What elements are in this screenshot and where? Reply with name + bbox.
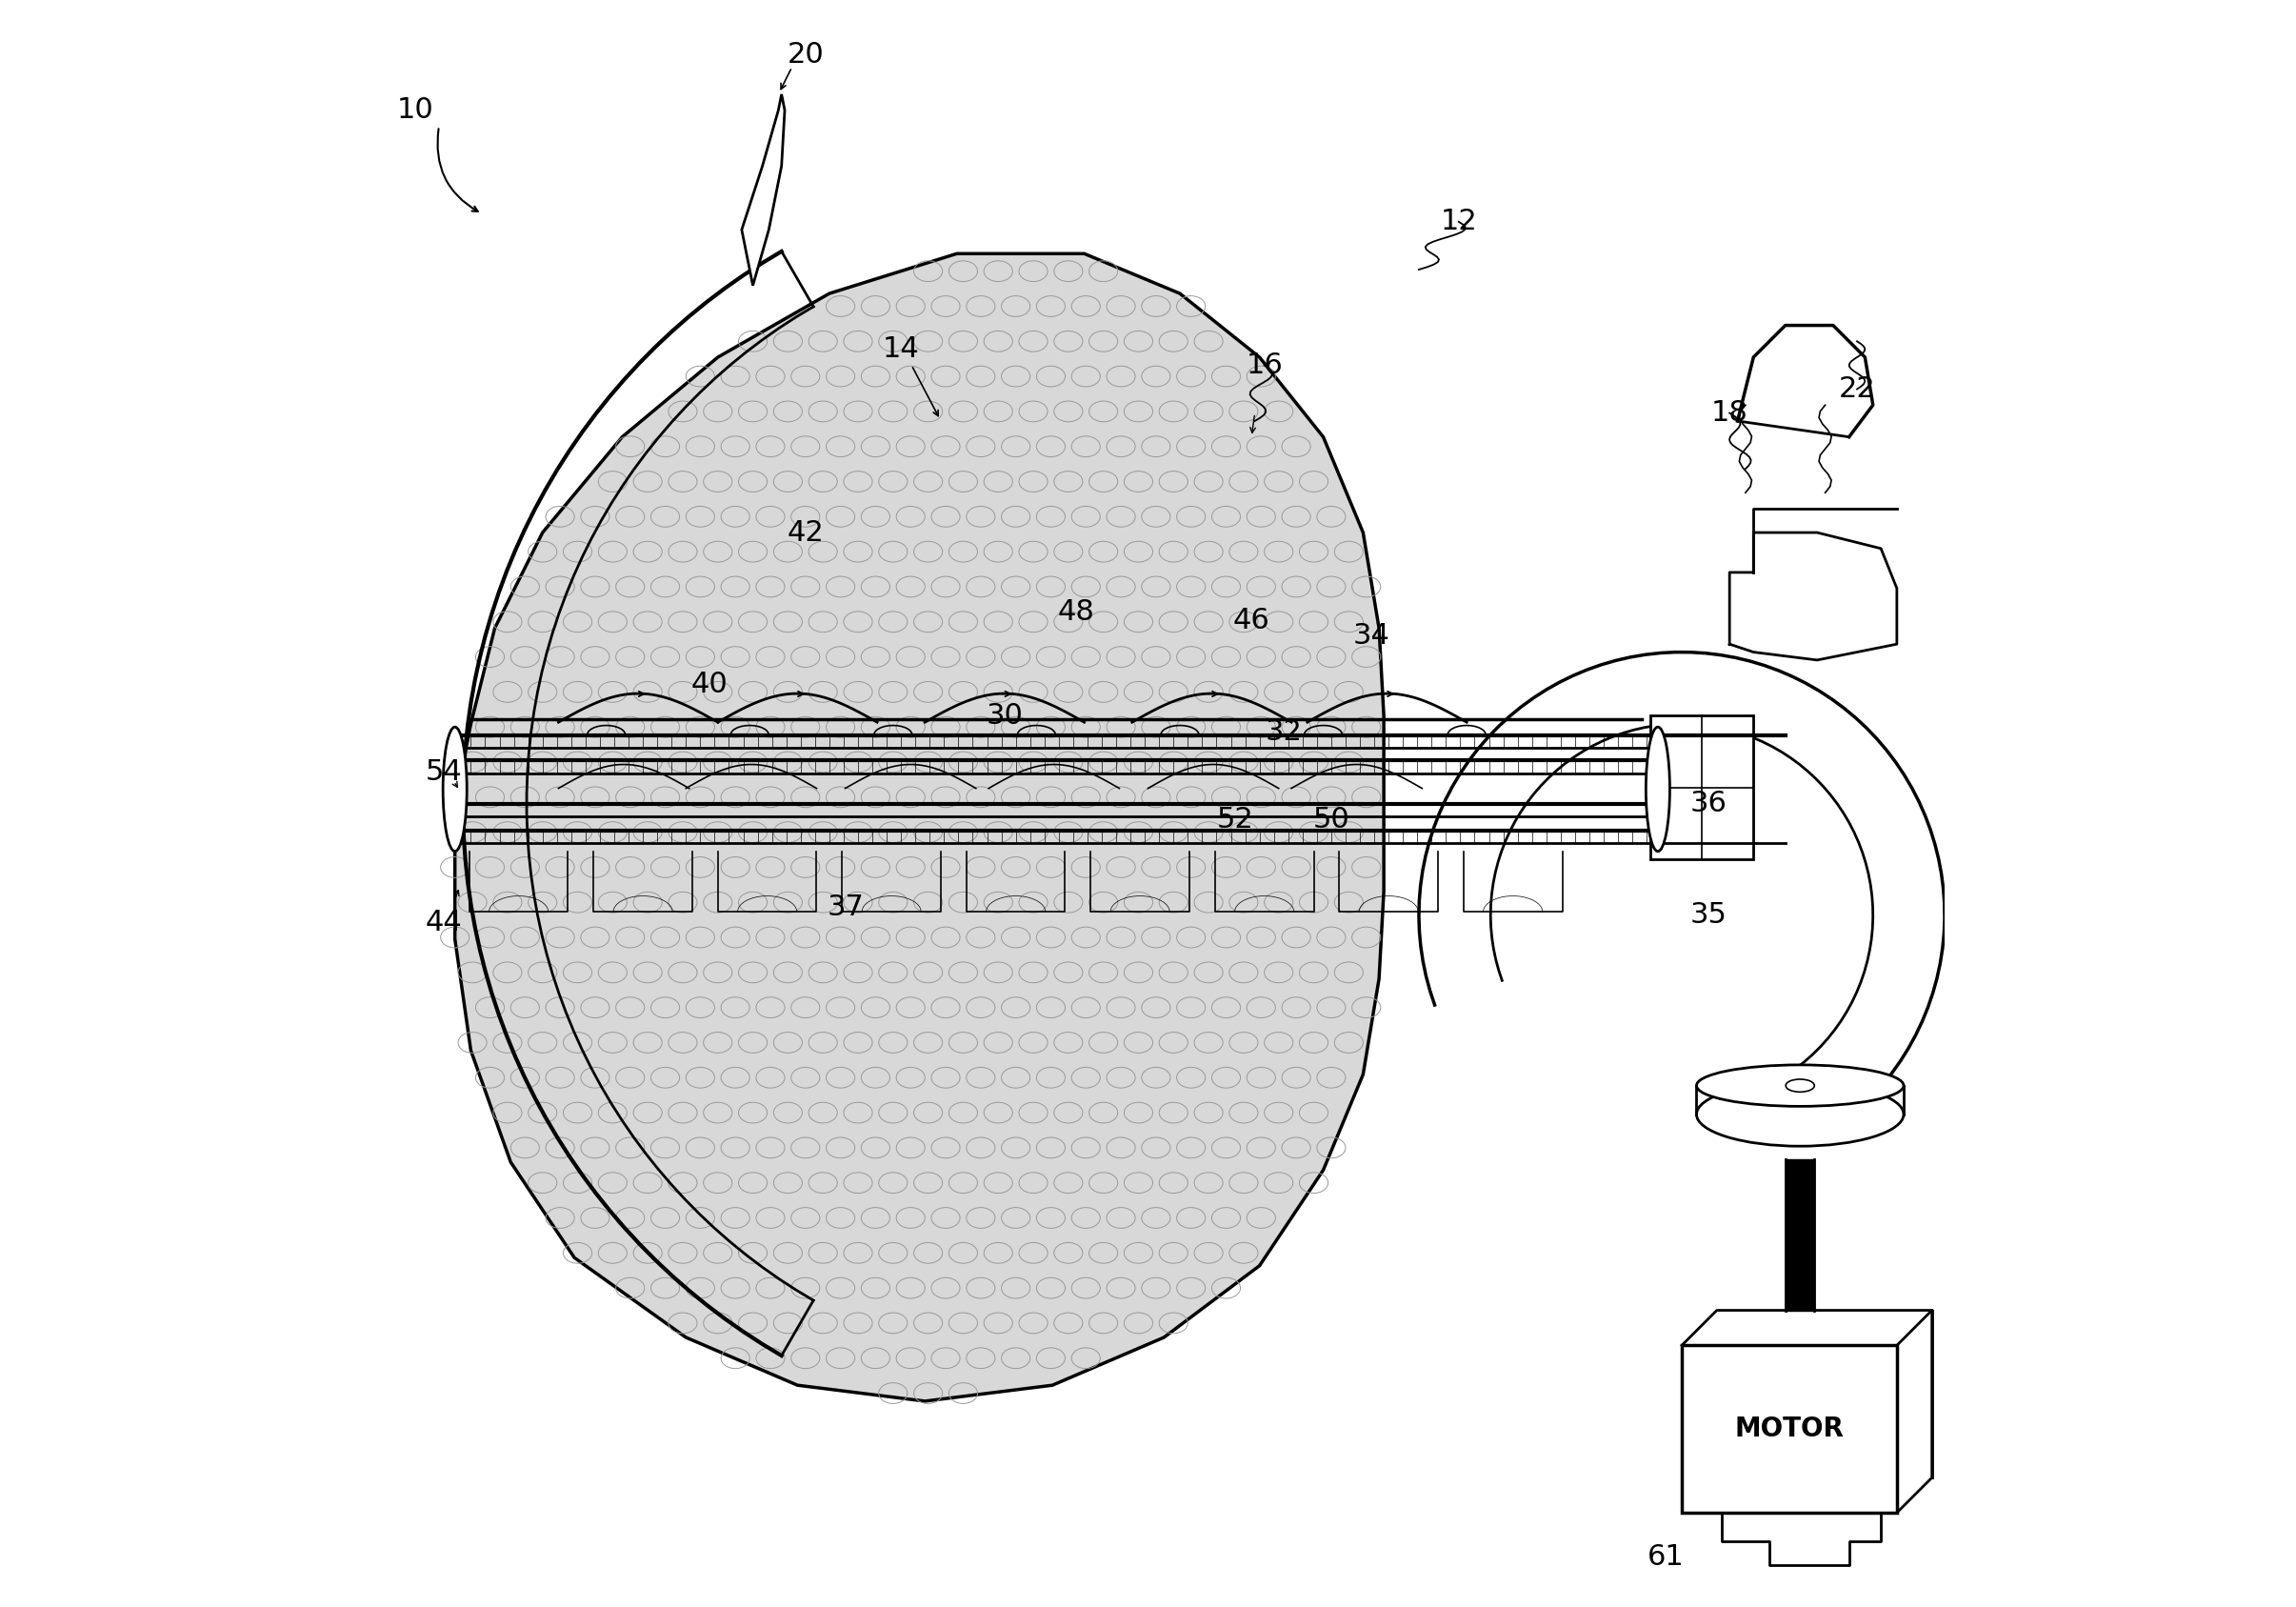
Text: 52: 52 — [1217, 805, 1254, 834]
Text: 54: 54 — [425, 759, 461, 786]
Text: 20: 20 — [788, 40, 824, 67]
Ellipse shape — [1697, 1083, 1903, 1146]
Text: 18: 18 — [1711, 399, 1747, 427]
Text: 22: 22 — [1839, 376, 1876, 403]
Text: 37: 37 — [827, 893, 863, 921]
Text: 16: 16 — [1247, 352, 1283, 379]
Text: 61: 61 — [1646, 1544, 1685, 1572]
Text: 35: 35 — [1690, 902, 1727, 929]
Text: 40: 40 — [691, 670, 728, 697]
Text: 36: 36 — [1690, 789, 1727, 818]
Text: 44: 44 — [425, 910, 461, 937]
Text: MOTOR: MOTOR — [1733, 1416, 1844, 1443]
Polygon shape — [742, 95, 785, 286]
Bar — [1651, 715, 1754, 860]
Text: 32: 32 — [1265, 718, 1302, 746]
Text: 50: 50 — [1313, 805, 1350, 834]
Bar — [1681, 1345, 1896, 1512]
Text: 10: 10 — [397, 96, 434, 124]
Text: 42: 42 — [788, 519, 824, 546]
Text: 30: 30 — [985, 702, 1024, 730]
Text: 48: 48 — [1058, 598, 1095, 627]
Ellipse shape — [1697, 1065, 1903, 1106]
Ellipse shape — [1646, 726, 1669, 852]
Text: 34: 34 — [1352, 622, 1389, 649]
Text: 12: 12 — [1440, 207, 1476, 236]
Text: 14: 14 — [882, 336, 918, 363]
Ellipse shape — [443, 726, 466, 852]
Ellipse shape — [1786, 1080, 1814, 1093]
Polygon shape — [1786, 1159, 1814, 1310]
Text: 46: 46 — [1233, 606, 1270, 635]
Polygon shape — [455, 254, 1384, 1401]
